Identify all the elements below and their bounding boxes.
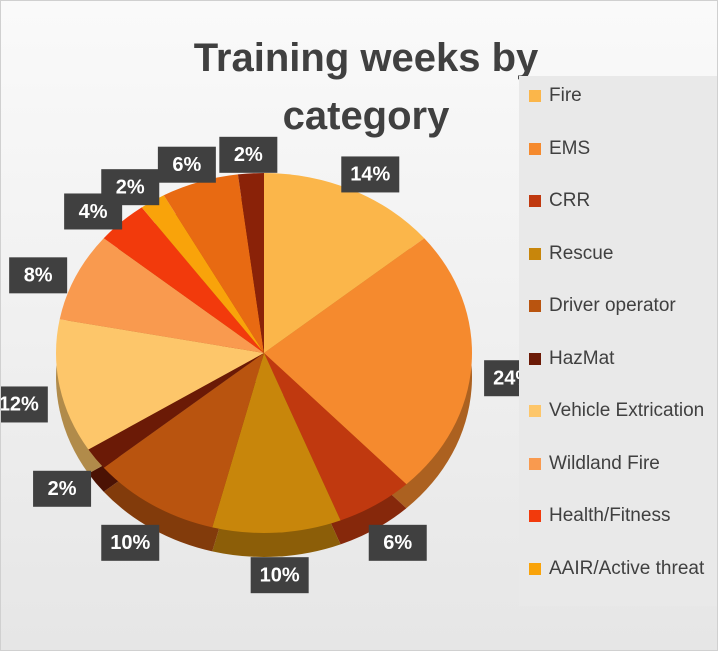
value-label: 2% (116, 176, 145, 198)
legend-item: Rescue (529, 239, 717, 268)
legend-label: HazMat (549, 347, 615, 369)
value-label: 12% (1, 394, 39, 416)
label-box (33, 470, 92, 507)
legend-item: Fire (529, 81, 717, 110)
slice (163, 174, 264, 353)
label-box (250, 557, 309, 594)
legend-item: AAIR/Active threat (529, 554, 717, 583)
legend-swatch (529, 300, 541, 312)
legend-label: EMS (549, 137, 591, 159)
legend-label: Fire (549, 85, 582, 106)
value-label: 2% (48, 478, 77, 500)
legend-swatch (529, 90, 541, 102)
slice (237, 173, 264, 353)
slice (88, 353, 264, 468)
legend-item: CRR (529, 186, 717, 215)
slice (264, 353, 407, 521)
label-box (368, 524, 427, 561)
label-box (1, 386, 48, 423)
legend-label: Health/Fitness (549, 505, 671, 526)
legend: Fire EMS CRR Rescue Driver operator HazMat Veh… (519, 76, 717, 606)
legend-swatch (529, 247, 541, 260)
legend-label: Wildland Fire (549, 452, 660, 474)
value-label: 4% (79, 201, 108, 223)
value-label: 6% (172, 154, 201, 176)
label-box (9, 257, 68, 294)
legend-swatch (529, 510, 541, 522)
slice (212, 353, 341, 533)
legend-label: CRR (549, 190, 591, 211)
label-box (101, 524, 160, 561)
value-label: 6% (383, 532, 412, 554)
value-label: 2% (234, 144, 263, 166)
slice (103, 207, 264, 353)
slice (264, 173, 425, 353)
label-box (101, 169, 160, 206)
slice (264, 238, 472, 485)
value-label: 8% (24, 265, 53, 287)
legend-label: AAIR/Active threat (549, 557, 705, 579)
legend-label: Rescue (549, 242, 614, 264)
value-label: 10% (110, 532, 150, 554)
legend-item: Driver operator (529, 291, 717, 320)
label-box (341, 156, 400, 193)
legend-swatch (529, 195, 541, 207)
legend-swatch (529, 562, 541, 575)
slice (141, 195, 264, 353)
legend-label: Vehicle Extrication (549, 400, 705, 421)
legend-swatch (529, 457, 541, 470)
legend-swatch (529, 142, 541, 155)
slice (103, 353, 264, 528)
value-label: 10% (260, 564, 300, 586)
legend-item: EMS (529, 134, 717, 163)
legend-item: HazMat (529, 344, 717, 373)
chart-title: Training weeks by category (193, 36, 539, 138)
legend-item: Vehicle Extrication (529, 396, 717, 425)
slice (59, 238, 265, 353)
label-box (157, 146, 216, 183)
legend-item: Health/Fitness (529, 501, 717, 530)
slice (56, 319, 265, 450)
label-box (219, 136, 278, 173)
value-label: 14% (350, 164, 390, 186)
legend-swatch (529, 405, 541, 417)
legend-swatch (529, 352, 541, 365)
legend-label: Driver operator (549, 295, 676, 316)
legend-item: Wildland Fire (529, 449, 717, 478)
